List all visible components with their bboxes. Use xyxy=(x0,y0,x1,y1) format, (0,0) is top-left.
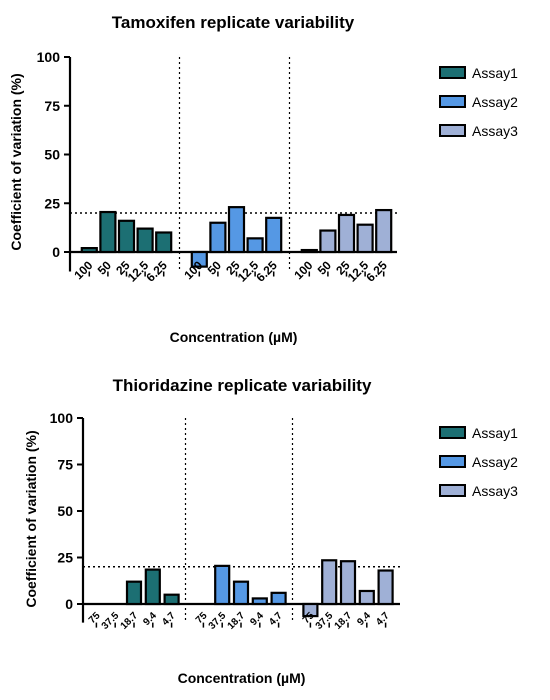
x-tick-label: 18.7 xyxy=(333,610,355,632)
legend-label: Assay3 xyxy=(472,123,518,139)
bar xyxy=(358,589,375,606)
y-tick-label: 75 xyxy=(57,457,73,473)
bar xyxy=(117,219,136,254)
bar xyxy=(190,250,208,268)
x-tick-label: 37.5 xyxy=(207,610,229,632)
bar xyxy=(375,208,393,254)
y-tick-label: 50 xyxy=(44,147,60,163)
chart-1: Tamoxifen replicate variability 0 25 50 75 10… xyxy=(8,13,518,345)
bar xyxy=(144,568,161,606)
x-axis-title: Concentration (µM) xyxy=(178,670,306,686)
x-tick-label: 6.25 xyxy=(363,258,390,285)
chart-2: Thioridazine replicate variability 0 25 50 7… xyxy=(23,376,518,686)
legend-label: Assay2 xyxy=(472,454,518,470)
legend-swatch xyxy=(439,426,466,439)
bar xyxy=(80,247,98,254)
legend-label: Assay1 xyxy=(472,65,518,81)
y-axis-title: Coefficient of variation (%) xyxy=(8,73,24,250)
legend-label: Assay1 xyxy=(472,425,518,441)
legend-swatch xyxy=(439,484,466,497)
bar xyxy=(270,591,287,606)
x-tick-label: 100 xyxy=(291,258,315,282)
bar xyxy=(125,580,143,606)
chart-title: Tamoxifen replicate variability xyxy=(112,13,355,32)
bar xyxy=(339,560,357,606)
x-tick-label: 9.4 xyxy=(248,610,266,628)
bar xyxy=(155,231,173,254)
legend-swatch xyxy=(439,124,466,137)
x-tick-label: 6.25 xyxy=(143,258,170,285)
legend-label: Assay2 xyxy=(472,94,518,110)
x-tick-label: 4.7 xyxy=(267,610,285,628)
x-tick-label: 4.7 xyxy=(160,610,178,628)
bar xyxy=(227,206,246,254)
y-tick-label: 25 xyxy=(44,195,60,211)
bar xyxy=(232,580,250,606)
legend-swatch xyxy=(439,95,466,108)
x-tick-label: 9.4 xyxy=(141,610,159,628)
bar xyxy=(214,564,231,606)
y-tick-label: 0 xyxy=(52,244,60,260)
chart-title: Thioridazine replicate variability xyxy=(113,376,372,395)
bar xyxy=(251,597,268,606)
x-tick-label: 37.5 xyxy=(100,610,122,632)
x-tick-label: 4.7 xyxy=(374,610,392,628)
bar xyxy=(356,223,374,254)
x-tick-label: 100 xyxy=(71,258,95,282)
bar xyxy=(300,248,318,254)
bar xyxy=(265,216,283,254)
bar xyxy=(136,227,154,254)
legend-swatch xyxy=(439,66,466,79)
bar xyxy=(302,602,319,618)
legend-swatch xyxy=(439,455,466,468)
x-tick-label: 18.7 xyxy=(119,610,141,632)
legend-label: Assay3 xyxy=(472,483,518,499)
y-tick-label: 100 xyxy=(50,410,74,426)
bar xyxy=(319,229,337,254)
bar xyxy=(337,213,356,254)
bar xyxy=(163,593,180,606)
bar xyxy=(209,221,227,254)
y-tick-label: 25 xyxy=(57,550,73,566)
x-axis-title: Concentration (µM) xyxy=(170,329,298,345)
x-tick-label: 50 xyxy=(95,258,115,278)
bar xyxy=(377,569,394,606)
bar xyxy=(99,210,117,254)
x-tick-label: 50 xyxy=(315,258,335,278)
bar xyxy=(246,237,264,254)
x-tick-label: 18.7 xyxy=(226,610,248,632)
y-tick-label: 0 xyxy=(65,596,73,612)
y-tick-label: 50 xyxy=(57,503,73,519)
x-tick-label: 6.25 xyxy=(253,258,280,285)
y-tick-label: 75 xyxy=(44,98,60,114)
y-axis-title: Coefficient of variation (%) xyxy=(23,430,39,607)
y-tick-label: 100 xyxy=(37,49,61,65)
bar xyxy=(321,559,338,606)
x-tick-label: 9.4 xyxy=(355,610,373,628)
